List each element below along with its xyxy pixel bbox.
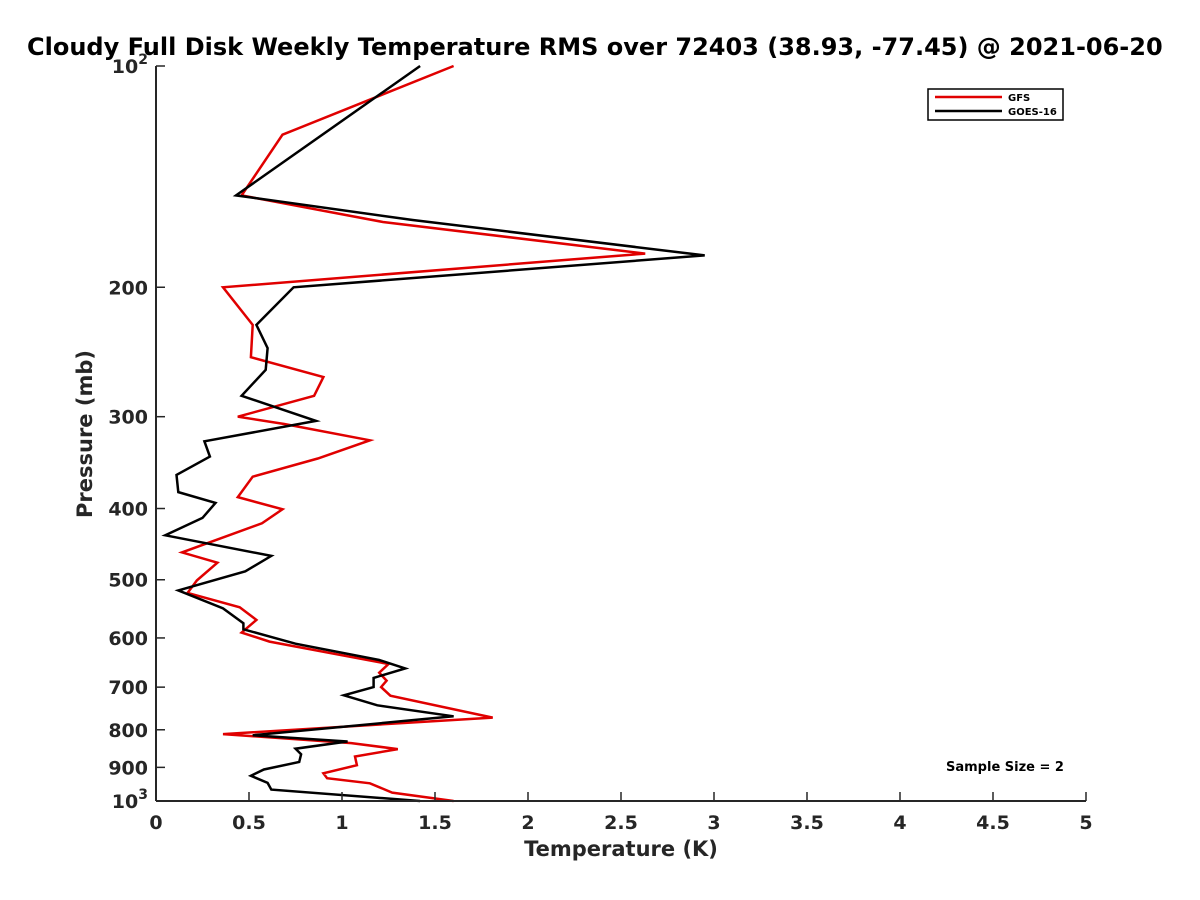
y-tick-label: 500 [108,570,148,592]
y-tick-label: 400 [108,499,148,521]
x-tick-label: 4.5 [976,812,1010,834]
y-tick-label: 800 [108,720,148,742]
chart-title: Cloudy Full Disk Weekly Temperature RMS … [27,33,1163,61]
y-ticks: 102 200 300 400 500 600 700 800 900 103 [108,52,165,813]
y-tick-label: 900 [108,757,148,779]
y-axis-label: Pressure (mb) [73,350,97,518]
legend-label-goes-16: GOES-16 [1008,107,1057,118]
y-tick-label: 103 [112,787,148,813]
y-tick-label: 700 [108,677,148,699]
x-tick-label: 2.5 [604,812,638,834]
y-tick-label: 300 [108,407,148,429]
y-tick-label: 102 [112,52,148,78]
legend-label-gfs: GFS [1008,93,1030,104]
y-tick-label: 200 [108,277,148,299]
legend-box [927,88,1064,121]
series-line-goes-16 [161,64,705,803]
x-tick-label: 2 [521,812,534,834]
x-tick-label: 1 [335,812,348,834]
x-axis-label: Temperature (K) [524,837,718,861]
sample-size-annotation: Sample Size = 2 [946,760,1064,775]
x-tick-label: 0 [149,812,162,834]
x-tick-label: 1.5 [418,812,452,834]
y-tick-label: 600 [108,628,148,650]
x-tick-label: 4 [893,812,906,834]
x-tick-label: 3 [707,812,720,834]
plot-lines [161,64,705,803]
legend: GFS GOES-16 [927,88,1064,121]
x-tick-label: 0.5 [232,812,266,834]
x-ticks: 0 0.5 1 1.5 2 2.5 3 3.5 4 4.5 5 [149,792,1093,834]
x-tick-label: 3.5 [790,812,824,834]
x-tick-label: 5 [1079,812,1092,834]
